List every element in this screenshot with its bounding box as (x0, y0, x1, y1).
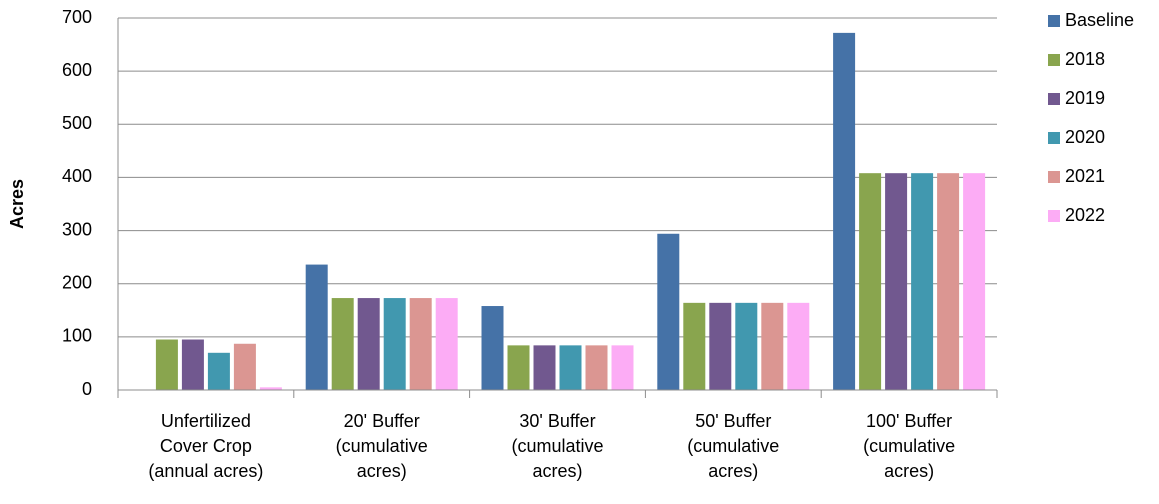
bar (657, 233, 680, 390)
x-tick-label: 100' Buffer (cumulative acres) (863, 411, 955, 481)
legend-swatch (1048, 15, 1060, 27)
bar (507, 345, 530, 390)
bar (683, 302, 706, 390)
legend-swatch (1048, 54, 1060, 66)
bar (409, 298, 432, 390)
bar (709, 302, 732, 390)
legend-swatch (1048, 210, 1060, 222)
x-tick-label: Unfertilized Cover Crop (annual acres) (148, 411, 263, 481)
y-axis-label: Acres (7, 179, 27, 229)
bar (331, 298, 354, 390)
y-tick-label: 300 (62, 219, 92, 239)
bar (833, 32, 856, 390)
bar (181, 339, 204, 390)
legend-label: 2018 (1065, 49, 1105, 69)
bar (207, 352, 230, 390)
bar (911, 173, 934, 390)
bar (937, 173, 960, 390)
legend-label: 2022 (1065, 205, 1105, 225)
legend-label: Baseline (1065, 10, 1134, 30)
bar (585, 345, 608, 390)
legend-swatch (1048, 171, 1060, 183)
legend-label: 2021 (1065, 166, 1105, 186)
bar (383, 298, 406, 390)
x-tick-label: 50' Buffer (cumulative acres) (687, 411, 779, 481)
legend-swatch (1048, 132, 1060, 144)
bar (611, 345, 634, 390)
bar (357, 298, 380, 390)
bar (435, 298, 458, 390)
y-tick-label: 400 (62, 166, 92, 186)
legend-label: 2020 (1065, 127, 1105, 147)
bar (259, 387, 282, 390)
bar (233, 343, 256, 390)
x-tick-label: 30' Buffer (cumulative acres) (511, 411, 603, 481)
bar (481, 306, 504, 390)
y-tick-label: 100 (62, 326, 92, 346)
y-tick-label: 700 (62, 7, 92, 27)
bar (559, 345, 582, 390)
y-tick-label: 0 (82, 379, 92, 399)
bar (885, 173, 908, 390)
bar (787, 302, 810, 390)
bar (761, 302, 784, 390)
y-tick-label: 500 (62, 113, 92, 133)
legend-swatch (1048, 93, 1060, 105)
legend-label: 2019 (1065, 88, 1105, 108)
bar (859, 173, 882, 390)
bar (305, 264, 328, 390)
y-tick-label: 600 (62, 60, 92, 80)
bar (735, 302, 758, 390)
bar (155, 339, 178, 390)
y-tick-label: 200 (62, 272, 92, 292)
bar (963, 173, 986, 390)
x-tick-label: 20' Buffer (cumulative acres) (336, 411, 428, 481)
bar (533, 345, 556, 390)
